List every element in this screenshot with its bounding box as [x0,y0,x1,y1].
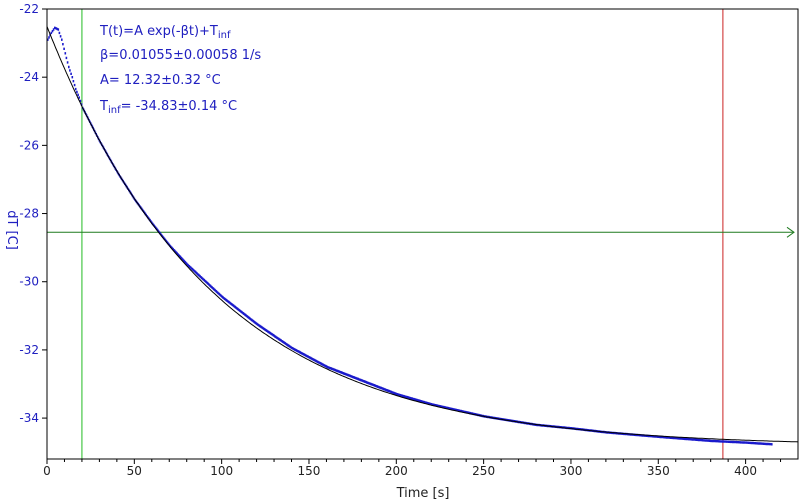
y-tick-label: -32 [19,343,39,357]
x-tick-label: 100 [210,464,233,478]
annotation-formula: T(t)=A exp(-βt)+Tinf [99,24,231,41]
x-tick-label: 250 [472,464,495,478]
y-tick-label: -34 [19,411,39,425]
x-tick-label: 400 [734,464,757,478]
x-axis-title: Time [s] [396,486,450,501]
annotation-formula-subscript: inf [218,30,231,41]
fit-curve [46,26,799,443]
y-tick-label: -30 [19,275,39,289]
x-tick-label: 0 [43,464,51,478]
fit-annotation: T(t)=A exp(-βt)+Tinf β=0.01055±0.00058 1… [99,24,261,116]
annotation-beta: β=0.01055±0.00058 1/s [100,48,261,63]
annotation-tinf-value: = -34.83±0.14 °C [121,99,237,114]
x-tick-label: 150 [298,464,321,478]
y-tick-label: -28 [19,207,39,221]
annotation-tinf-subscript: inf [108,105,121,116]
y-tick-label: -26 [19,138,39,152]
x-tick-label: 200 [385,464,408,478]
plot-frame [46,8,799,460]
x-tick-label: 50 [127,464,142,478]
annotation-formula-prefix: T(t)=A exp(-βt)+T [99,24,218,39]
axes: 0 50 100 150 200 250 300 350 400 -22 -24 -26 -28 -30 -… [19,2,799,478]
horizontal-marker-arrowhead [786,226,795,238]
y-axis-title: dT [C] [4,210,19,250]
x-tick-label: 350 [647,464,670,478]
annotation-amplitude: A= 12.32±0.32 °C [100,73,221,88]
y-tick-label: -24 [19,70,39,84]
x-tick-label: 300 [560,464,583,478]
annotation-tinf: Tinf= -34.83±0.14 °C [99,99,237,116]
annotation-tinf-prefix: T [99,99,108,114]
y-tick-label: -22 [19,2,39,16]
plot-area [46,9,799,459]
